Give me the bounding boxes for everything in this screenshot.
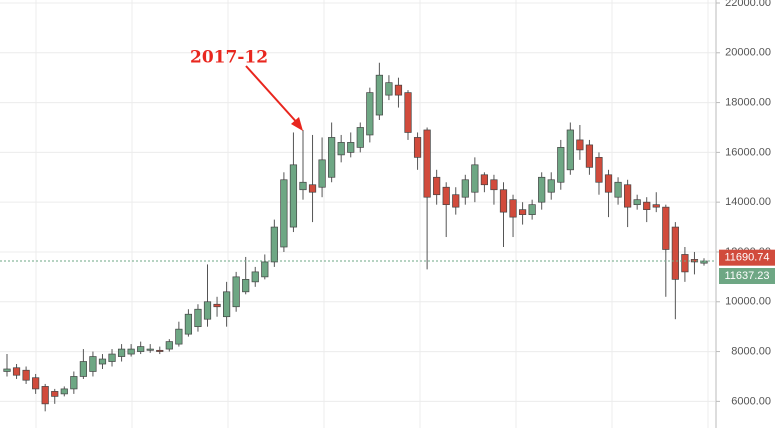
- candle-body: [662, 206, 670, 250]
- candle-body: [232, 276, 240, 308]
- candle-body: [289, 164, 298, 228]
- candle-body: [681, 254, 689, 273]
- candle-body: [433, 176, 441, 196]
- candle-body: [452, 194, 460, 208]
- candle-body: [70, 376, 78, 390]
- candle-body: [499, 189, 508, 213]
- candle-body: [557, 147, 565, 183]
- candle-body: [51, 391, 59, 397]
- candle-body: [32, 377, 40, 390]
- candle-body: [194, 308, 202, 328]
- candle-body: [156, 349, 164, 352]
- candle-body: [347, 142, 355, 153]
- candle-body: [146, 348, 154, 351]
- candle-body: [175, 328, 183, 345]
- y-tick-label: 6000.00: [731, 395, 771, 407]
- candle-body: [98, 358, 107, 365]
- candle-body: [366, 92, 374, 136]
- candle-body: [518, 209, 527, 215]
- candle-body: [223, 291, 231, 318]
- candle-body: [22, 369, 30, 381]
- candle-body: [652, 204, 660, 208]
- candle-body: [165, 341, 173, 350]
- candles: [3, 62, 708, 412]
- candle-body: [3, 368, 11, 372]
- annotation: 2017-12: [190, 48, 268, 68]
- candle-body: [270, 226, 278, 263]
- candle-body: [442, 186, 450, 206]
- candle-body: [394, 84, 403, 96]
- price-label-box: [719, 249, 775, 266]
- candle-body: [318, 159, 326, 188]
- candle-body: [251, 271, 259, 283]
- candle-body: [509, 199, 517, 218]
- candle-body: [328, 137, 336, 178]
- candle-body: [203, 301, 212, 320]
- candle-body: [79, 361, 87, 377]
- candle-body: [60, 388, 68, 395]
- candle-body: [643, 201, 651, 210]
- y-tick-label: 22000.00: [725, 0, 771, 9]
- y-tick-label: 20000.00: [725, 47, 771, 59]
- candle-body: [528, 204, 536, 215]
- candle-body: [41, 386, 49, 405]
- candle-body: [184, 313, 193, 335]
- candle-body: [413, 137, 422, 158]
- candle-body: [480, 174, 488, 186]
- candle-body: [576, 139, 584, 151]
- candle-body: [633, 199, 641, 206]
- candle-body: [624, 184, 632, 208]
- candle-body: [595, 157, 603, 183]
- candle-body: [137, 346, 145, 352]
- y-tick-label: 8000.00: [731, 345, 771, 357]
- candle-body: [566, 129, 574, 171]
- candle-body: [404, 92, 412, 133]
- candle-body: [337, 142, 345, 156]
- candle-body: [117, 348, 126, 357]
- candle-body: [356, 127, 364, 148]
- candle-body: [242, 279, 250, 293]
- y-tick-label: 18000.00: [725, 96, 771, 108]
- candle-body: [423, 129, 431, 198]
- candle-body: [671, 226, 679, 280]
- candle-body: [461, 179, 469, 198]
- price-label: 11637.23: [724, 270, 769, 282]
- y-tick-label: 14000.00: [725, 196, 771, 208]
- candle-body: [213, 303, 221, 308]
- candle-body: [299, 181, 307, 191]
- candle-body: [614, 181, 622, 198]
- y-tick-label: 10000.00: [725, 296, 771, 308]
- candle-body: [471, 164, 479, 193]
- candle-body: [280, 179, 288, 248]
- candle-body: [308, 184, 317, 193]
- arrow-head: [291, 117, 303, 131]
- price-label-box: [719, 268, 775, 285]
- candle-body: [547, 179, 555, 193]
- candle-body: [604, 174, 613, 193]
- candle-body: [490, 179, 498, 191]
- candle-body: [261, 261, 269, 278]
- candle-body: [108, 353, 116, 362]
- candle-body: [538, 176, 546, 203]
- candle-body: [385, 82, 393, 96]
- candle-body: [12, 367, 21, 376]
- annotation-arrow: [245, 65, 301, 127]
- price-label: 11690.74: [724, 252, 769, 264]
- candle-body: [585, 144, 594, 168]
- candle-body: [375, 74, 383, 116]
- y-tick-label: 16000.00: [725, 146, 771, 158]
- candle-body: [127, 348, 135, 355]
- candle-body: [89, 356, 97, 372]
